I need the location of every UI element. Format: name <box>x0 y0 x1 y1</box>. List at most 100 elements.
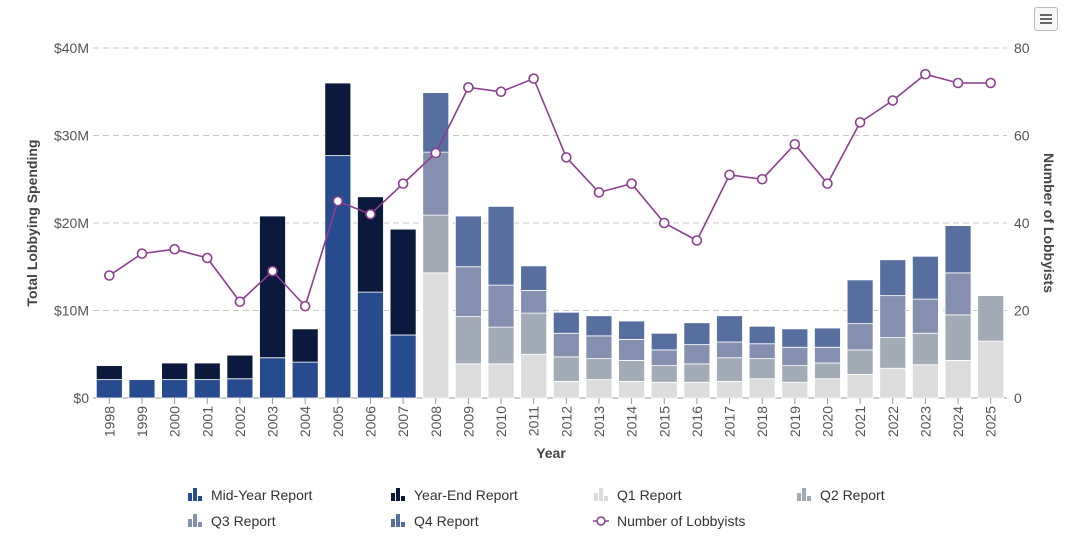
bar-q3-report-2023 <box>911 298 939 334</box>
y-tick-label: $40M <box>54 40 89 56</box>
lobbyists-point-2016 <box>691 235 703 246</box>
x-tick-label: 2022 <box>885 406 901 437</box>
bar-q2-report-2011 <box>520 312 548 355</box>
bar-q1-report-2010 <box>487 363 515 399</box>
legend-bar-icon <box>797 488 811 501</box>
bar-q1-report-2019 <box>781 381 809 399</box>
bar-q3-report-2024 <box>944 272 972 316</box>
lobbyists-point-1999 <box>136 248 148 259</box>
bar-q2-report-2019 <box>781 365 809 383</box>
bar-q1-report-2023 <box>911 364 939 399</box>
legend-item-q3-report[interactable]: Q3 Report <box>188 513 276 529</box>
x-tick-label: 2014 <box>624 406 640 437</box>
legend-bar-icon <box>188 514 202 527</box>
bar-q3-report-2013 <box>585 335 613 360</box>
bar-year-end-report-2002 <box>226 354 254 380</box>
lobbyists-point-2004 <box>299 300 311 312</box>
y2-tick-label: 20 <box>1014 303 1030 319</box>
legend-bar-icon <box>391 488 405 501</box>
bar-q4-report-2008 <box>422 92 450 153</box>
bar-q1-report-2013 <box>585 379 613 399</box>
legend-bar-icon-part <box>188 493 192 501</box>
bar-q4-report-2011 <box>520 265 548 291</box>
lobbyists-point-2017 <box>724 169 735 181</box>
x-tick-label: 2001 <box>199 406 215 437</box>
bar-mid-year-report-2001 <box>193 379 221 399</box>
lobbyists-point-2005 <box>332 195 344 207</box>
y-tick-label: $20M <box>54 215 89 231</box>
lobbyists-point-2018 <box>756 173 768 185</box>
lobbyists-point-2008 <box>430 147 442 159</box>
bar-q3-report-2017 <box>716 341 743 359</box>
bar-mid-year-report-2005 <box>324 155 352 399</box>
bar-q3-report-2022 <box>879 295 907 339</box>
bar-q2-report-2008 <box>422 214 450 274</box>
bar-q3-report-2009 <box>454 266 482 318</box>
legend-label: Q3 Report <box>211 513 276 529</box>
bar-q2-report-2016 <box>683 363 711 383</box>
bar-q4-report-2009 <box>454 215 482 268</box>
lobbyists-point-2009 <box>463 82 474 93</box>
bar-mid-year-report-2003 <box>259 357 286 399</box>
x-tick-label: 2002 <box>232 406 248 437</box>
legend-bar-icon <box>188 488 202 501</box>
bar-mid-year-report-2000 <box>161 379 189 399</box>
legend-bar-icon-part <box>391 493 395 501</box>
bar-q2-report-2014 <box>618 359 646 382</box>
y2-axis-title: Number of Lobbyists <box>1041 153 1057 293</box>
legend-item-q4-report[interactable]: Q4 Report <box>391 513 479 529</box>
bar-year-end-report-2001 <box>193 362 221 381</box>
bar-q1-report-2018 <box>748 378 776 399</box>
bar-q4-report-2015 <box>650 332 678 351</box>
bar-q1-report-2020 <box>814 378 841 399</box>
bar-q2-report-2023 <box>911 332 939 366</box>
legend-item-year-end-report[interactable]: Year-End Report <box>391 487 518 503</box>
bar-q4-report-2012 <box>552 311 580 334</box>
bar-q2-report-2013 <box>585 358 613 381</box>
bar-q4-report-2010 <box>487 205 515 286</box>
lobbyists-point-2022 <box>887 95 899 106</box>
legend-bar-icon-part <box>193 514 197 527</box>
bar-q1-report-2011 <box>520 353 548 399</box>
legend-bar-icon-part <box>594 493 598 501</box>
x-tick-label: 2025 <box>983 406 999 437</box>
bar-q1-report-2009 <box>454 363 482 399</box>
x-tick-label: 2013 <box>591 406 607 437</box>
legend-item-mid-year-report[interactable]: Mid-Year Report <box>188 487 313 503</box>
bar-q3-report-2018 <box>748 343 776 360</box>
chart-menu-button[interactable] <box>1034 7 1058 31</box>
lobbyists-point-2000 <box>169 243 180 255</box>
x-tick-label: 2007 <box>395 406 411 437</box>
bar-mid-year-report-2002 <box>226 378 254 399</box>
legend-item-q2-report[interactable]: Q2 Report <box>797 487 885 503</box>
y2-tick-label: 80 <box>1014 40 1030 56</box>
x-tick-label: 2016 <box>689 406 705 437</box>
bar-q1-report-2016 <box>683 381 711 399</box>
legend-item-number-of-lobbyists[interactable]: Number of Lobbyists <box>593 513 745 529</box>
bar-year-end-report-1998 <box>95 365 123 381</box>
x-tick-label: 2017 <box>722 406 738 437</box>
bar-q3-report-2010 <box>487 284 515 328</box>
lobbyists-point-2023 <box>920 68 931 80</box>
legend-bar-icon-part <box>193 488 197 501</box>
legend-item-q1-report[interactable]: Q1 Report <box>594 487 682 503</box>
bar-q3-report-2014 <box>618 338 646 361</box>
lobbyists-point-2006 <box>365 208 376 220</box>
x-tick-label: 2023 <box>917 406 933 437</box>
legend-bar-icon-part <box>396 514 400 527</box>
bar-q1-report-2022 <box>879 367 907 399</box>
legend-bar-icon-part <box>401 496 405 501</box>
bar-mid-year-report-1999 <box>128 379 156 399</box>
bar-q1-report-2021 <box>846 373 874 399</box>
lobbyists-point-2020 <box>822 178 833 189</box>
x-tick-label: 2005 <box>330 406 346 437</box>
y-tick-label: $0 <box>73 390 89 406</box>
y2-tick-label: 40 <box>1014 215 1030 231</box>
bar-q3-report-2011 <box>520 289 548 314</box>
bar-mid-year-report-2006 <box>357 291 384 399</box>
bar-q4-report-2017 <box>716 315 743 343</box>
legend: Mid-Year Report Year-End Report Q1 Report Q… <box>188 487 885 529</box>
legend-bar-icon-part <box>797 493 801 501</box>
